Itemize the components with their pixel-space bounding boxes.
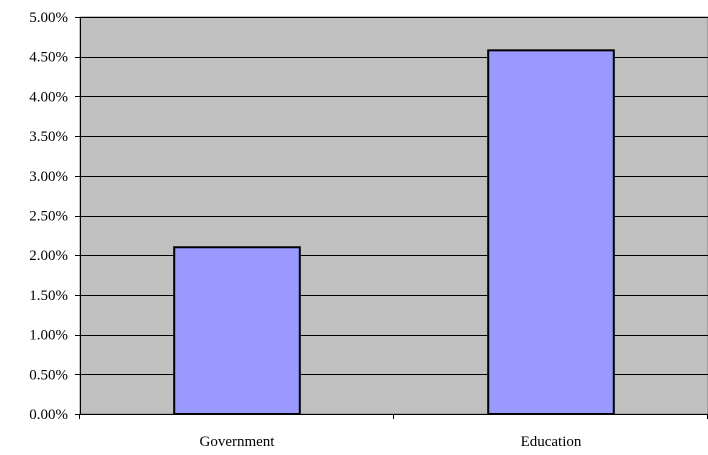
y-tick-labels: 0.00% 0.50% 1.00% 1.50% 2.00% 2.50% 3.00% 3.50%… [29, 10, 68, 423]
y-tick-label: 1.50% [29, 288, 68, 304]
y-tick-label: 0.50% [29, 367, 68, 383]
y-tick-label: 3.00% [29, 169, 68, 185]
x-tick-label: Education [521, 434, 582, 450]
bar-education [487, 49, 615, 416]
y-tick-label: 2.00% [29, 248, 68, 264]
y-tick-label: 4.00% [29, 89, 68, 105]
y-tick-label: 4.50% [29, 50, 68, 66]
y-tick-label: 1.00% [29, 328, 68, 344]
bars [173, 49, 615, 416]
bar-government [173, 246, 301, 415]
y-tick-label: 5.00% [29, 10, 68, 26]
y-tick-label: 0.00% [29, 407, 68, 423]
x-tick-labels: Government Education [200, 434, 582, 450]
x-tick-label: Government [200, 434, 276, 450]
y-tick-label: 3.50% [29, 129, 68, 145]
y-tick-label: 2.50% [29, 209, 68, 225]
